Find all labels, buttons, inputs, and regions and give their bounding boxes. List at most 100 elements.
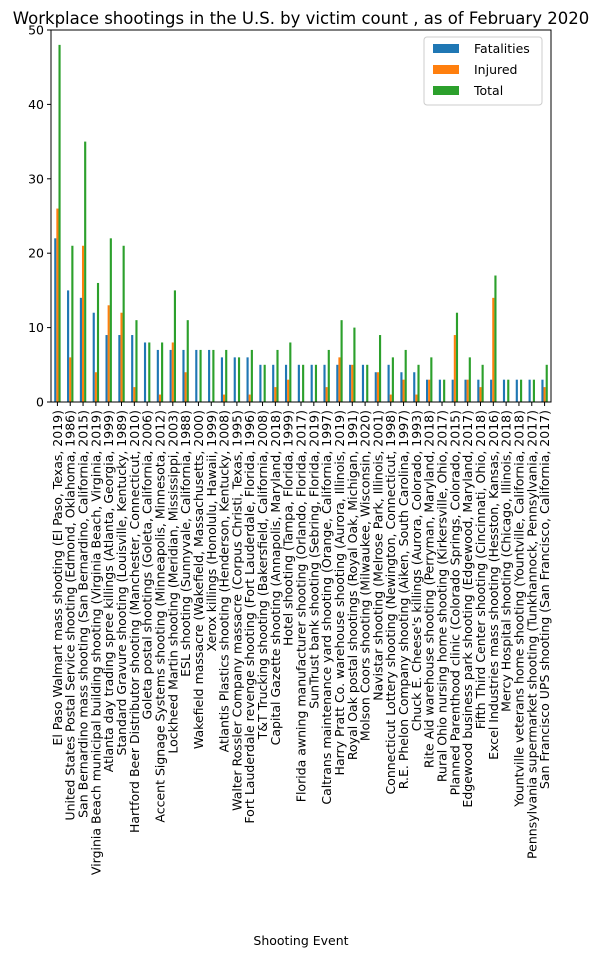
- bar-total: [135, 320, 138, 402]
- x-tick-label: T&T Trucking shooting (Bakersfield, Cali…: [255, 410, 270, 740]
- bar-total: [109, 238, 112, 402]
- bar-fatalities: [502, 379, 506, 402]
- x-tick-label: Accent Signage Systems shooting (Minneap…: [152, 410, 167, 823]
- bar-total: [378, 335, 382, 402]
- x-tick-label: Hartford Beer Distributor shooting (Manc…: [127, 410, 142, 833]
- x-tick-label: Edgewood business park shooting (Edgewoo…: [460, 410, 475, 808]
- bar-injured: [338, 357, 341, 402]
- x-tick-label: Capital Gazette shooting (Annapolis, Mar…: [268, 410, 283, 745]
- bar-injured: [287, 379, 290, 402]
- x-tick-label: Florida awning manufacturer shooting (Or…: [294, 410, 309, 802]
- x-tick-label: Yountville veterans home shooting (Yount…: [511, 410, 526, 808]
- bar-fatalities: [284, 364, 288, 402]
- x-tick-label: Excel Industries mass shooting (Hesston,…: [486, 410, 501, 760]
- bar-injured: [479, 387, 482, 402]
- legend: Fatalities Injured Total: [423, 36, 543, 106]
- x-tick-label: ESL shooting (Sunnyvale, California, 198…: [178, 410, 193, 677]
- bar-fatalities: [67, 290, 70, 402]
- bar-injured: [415, 394, 418, 402]
- bar-injured: [389, 394, 392, 402]
- bar-fatalities: [541, 379, 544, 402]
- bar-injured: [223, 394, 226, 402]
- y-tick-label: 20: [28, 246, 44, 261]
- bar-injured: [466, 379, 469, 402]
- bar-total: [237, 357, 241, 402]
- bar-injured: [402, 379, 405, 402]
- x-tick-label: Xerox killings (Honolulu, Hawaii, 1999): [204, 410, 219, 651]
- bar-fatalities: [451, 379, 454, 402]
- x-axis: El Paso Walmart mass shooting (El Paso, …: [50, 402, 552, 875]
- bar-fatalities: [92, 312, 95, 402]
- x-tick-label: Walter Rossler Company massacre (Corpus …: [229, 410, 244, 811]
- x-tick-label: SunTrust bank shooting (Sebring, Florida…: [306, 410, 321, 709]
- bar-total: [186, 320, 189, 402]
- x-tick-label: Fort Lauderdale revenge shooting (Fort L…: [242, 410, 257, 824]
- bar-injured: [184, 372, 187, 402]
- x-tick-label: Fifth Third Center shooting (Cincinnati,…: [473, 410, 488, 729]
- bar-injured: [107, 305, 110, 402]
- plot-frame: [50, 29, 552, 403]
- bar-total: [391, 357, 394, 402]
- bar-injured: [120, 312, 123, 402]
- bar-total: [314, 364, 318, 402]
- x-tick-label: Wakefield massacre (Wakefield, Massachus…: [191, 410, 206, 749]
- x-axis-label: Shooting Event: [253, 933, 348, 948]
- bar-injured: [81, 245, 85, 402]
- x-tick-label: Royal Oak postal shootings (Royal Oak, M…: [345, 410, 360, 760]
- bar-total: [84, 141, 87, 402]
- bar-total: [199, 349, 202, 402]
- bar-total: [263, 364, 266, 402]
- bar-injured: [492, 297, 495, 402]
- bar-fatalities: [118, 335, 121, 402]
- bar-total: [340, 320, 343, 402]
- x-tick-label: San Francisco UPS shooting (San Francisc…: [537, 410, 552, 789]
- y-tick-label: 40: [28, 97, 44, 112]
- bar-total: [327, 349, 330, 402]
- bar-fatalities: [490, 379, 493, 402]
- bar-total: [507, 379, 510, 402]
- bar-total: [366, 364, 369, 402]
- bar-fatalities: [323, 364, 326, 402]
- x-tick-label: Harry Pratt Co. warehouse shooting (Auro…: [332, 410, 347, 775]
- bar-total: [481, 364, 484, 402]
- bar-fatalities: [105, 335, 108, 402]
- bar-fatalities: [413, 372, 416, 402]
- bar-injured: [543, 387, 546, 402]
- x-tick-label: Connecticut Lottery shooting (Newington,…: [383, 410, 398, 795]
- legend-label-total: Total: [473, 83, 503, 98]
- legend-label-fatalities: Fatalities: [474, 41, 530, 56]
- bar-total: [212, 349, 215, 402]
- x-tick-label: United States Postal Service shooting (E…: [63, 410, 78, 821]
- bars: [54, 44, 548, 402]
- bar-total: [276, 349, 279, 402]
- x-tick-label: Pennsylvania supermarket shooting (Tunkh…: [524, 410, 539, 859]
- x-tick-label: Mercy Hospital shooting (Chicago, Illino…: [499, 410, 514, 712]
- bar-fatalities: [156, 349, 159, 402]
- bar-injured: [56, 208, 59, 402]
- bar-injured: [351, 364, 354, 402]
- bar-total: [494, 275, 497, 402]
- x-tick-label: Lockheed Martin shooting (Meridian, Miss…: [165, 410, 180, 754]
- chart-title: Workplace shootings in the U.S. by victi…: [13, 9, 589, 28]
- bar-fatalities: [477, 379, 480, 402]
- bar-fatalities: [246, 357, 249, 402]
- bar-injured: [376, 372, 379, 402]
- bar-fatalities: [79, 297, 82, 402]
- x-tick-label: El Paso Walmart mass shooting (El Paso, …: [50, 410, 65, 746]
- bar-fatalities: [515, 379, 518, 402]
- bar-fatalities: [272, 364, 275, 402]
- x-tick-label: Caltrans maintenance yard shooting (Oran…: [319, 410, 334, 805]
- bar-injured: [69, 357, 72, 402]
- bar-fatalities: [528, 379, 531, 402]
- bar-fatalities: [259, 364, 262, 402]
- legend-swatch-fatalities: [433, 44, 459, 53]
- x-tick-label: Molson Coors shooting (Milwaukee, Wiscon…: [358, 410, 373, 741]
- bar-fatalities: [195, 349, 198, 402]
- bar-injured: [94, 372, 97, 402]
- bar-total: [443, 379, 446, 402]
- x-tick-label: San Bernardino mass shooting (San Bernar…: [76, 410, 91, 818]
- x-tick-label: Goleta postal shootings (Goleta, Califor…: [140, 410, 155, 719]
- bar-total: [122, 245, 125, 402]
- y-tick-label: 30: [28, 171, 44, 186]
